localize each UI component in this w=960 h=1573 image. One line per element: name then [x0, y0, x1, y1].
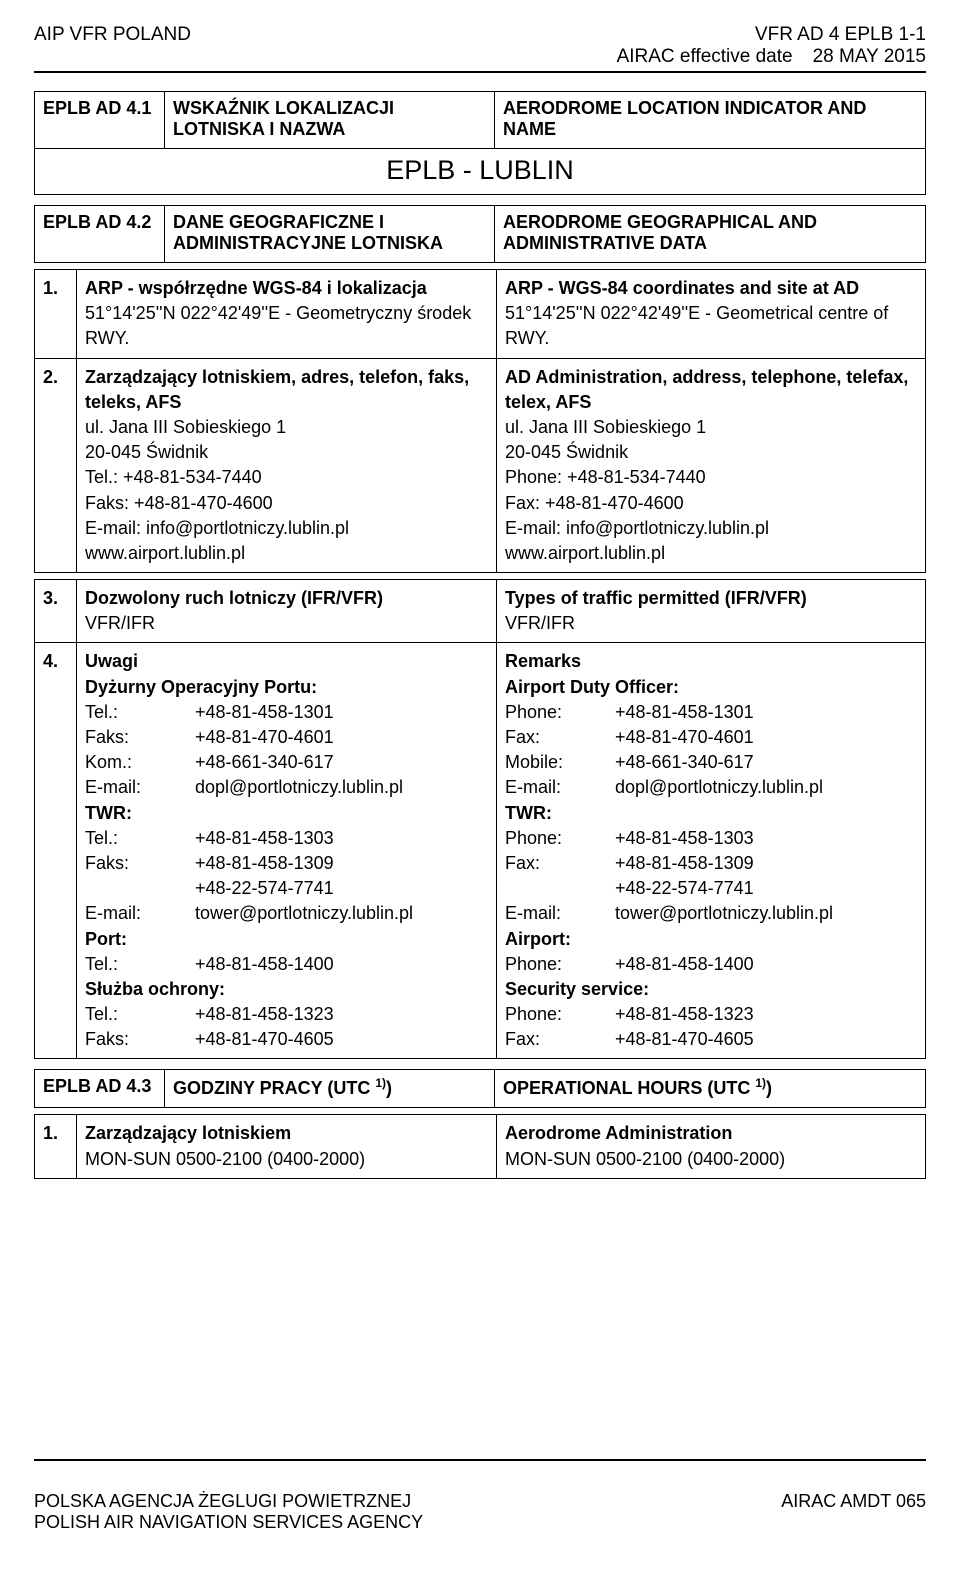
row3-pl: Dozwolony ruch lotniczy (IFR/VFR) VFR/IF…: [77, 580, 497, 643]
row2-en: AD Administration, address, telephone, t…: [497, 358, 926, 573]
page: AIP VFR POLAND VFR AD 4 EPLB 1-1 AIRAC e…: [0, 0, 960, 1573]
sec41-title: EPLB - LUBLIN: [35, 149, 926, 195]
row4-en: Remarks Airport Duty Officer: Phone:+48-…: [497, 643, 926, 1059]
sec41-pl: WSKAŹNIK LOKALIZACJI LOTNISKA I NAZWA: [165, 92, 495, 149]
airac-label: AIRAC effective date: [617, 46, 793, 68]
row-2: 2. Zarządzający lotniskiem, adres, telef…: [35, 358, 926, 573]
row1-num: 1.: [35, 270, 77, 359]
row1-en: ARP - WGS-84 coordinates and site at AD …: [497, 270, 926, 359]
header-right-1: VFR AD 4 EPLB 1-1: [617, 24, 926, 46]
page-footer: POLSKA AGENCJA ŻEGLUGI POWIETRZNEJ POLIS…: [34, 1491, 926, 1533]
row3-num: 3.: [35, 580, 77, 643]
footer-rule: [34, 1459, 926, 1461]
footer-left: POLSKA AGENCJA ŻEGLUGI POWIETRZNEJ POLIS…: [34, 1491, 423, 1533]
sec43-pl: GODZINY PRACY (UTC 1)): [165, 1070, 495, 1108]
row43-1-pl: Zarządzający lotniskiem MON-SUN 0500-210…: [77, 1115, 497, 1178]
header-right: VFR AD 4 EPLB 1-1 AIRAC effective date 2…: [617, 24, 926, 68]
airac-date: 28 MAY 2015: [813, 46, 926, 68]
footer-left-2: POLISH AIR NAVIGATION SERVICES AGENCY: [34, 1512, 423, 1533]
sec42-pl: DANE GEOGRAFICZNE I ADMINISTRACYJNE LOTN…: [165, 206, 495, 263]
row-1: 1. ARP - współrzędne WGS-84 i lokalizacj…: [35, 270, 926, 359]
sec41-code: EPLB AD 4.1: [35, 92, 165, 149]
footer-right: AIRAC AMDT 065: [781, 1491, 926, 1533]
row1-pl: ARP - współrzędne WGS-84 i lokalizacja 5…: [77, 270, 497, 359]
section-4-2-header: EPLB AD 4.2 DANE GEOGRAFICZNE I ADMINIST…: [34, 205, 926, 263]
header-rule: [34, 71, 926, 73]
row2-pl: Zarządzający lotniskiem, adres, telefon,…: [77, 358, 497, 573]
sec41-en: AERODROME LOCATION INDICATOR AND NAME: [495, 92, 926, 149]
section-4-1-table: EPLB AD 4.1 WSKAŹNIK LOKALIZACJI LOTNISK…: [34, 91, 926, 195]
section-4-3-header: EPLB AD 4.3 GODZINY PRACY (UTC 1)) OPERA…: [34, 1069, 926, 1108]
header-left: AIP VFR POLAND: [34, 24, 191, 68]
sec42-en: AERODROME GEOGRAPHICAL AND ADMINISTRATIV…: [495, 206, 926, 263]
page-header: AIP VFR POLAND VFR AD 4 EPLB 1-1 AIRAC e…: [34, 24, 926, 68]
row43-1-num: 1.: [35, 1115, 77, 1178]
sec43-rows: 1. Zarządzający lotniskiem MON-SUN 0500-…: [34, 1114, 926, 1178]
row2-num: 2.: [35, 358, 77, 573]
row43-1: 1. Zarządzający lotniskiem MON-SUN 0500-…: [35, 1115, 926, 1178]
sec42-code: EPLB AD 4.2: [35, 206, 165, 263]
sec42-rows-1-2: 1. ARP - współrzędne WGS-84 i lokalizacj…: [34, 269, 926, 573]
row3-en: Types of traffic permitted (IFR/VFR) VFR…: [497, 580, 926, 643]
footer-left-1: POLSKA AGENCJA ŻEGLUGI POWIETRZNEJ: [34, 1491, 423, 1512]
row-4: 4. Uwagi Dyżurny Operacyjny Portu: Tel.:…: [35, 643, 926, 1059]
row4-pl: Uwagi Dyżurny Operacyjny Portu: Tel.:+48…: [77, 643, 497, 1059]
sec43-en: OPERATIONAL HOURS (UTC 1)): [495, 1070, 926, 1108]
sec42-rows-3-4: 3. Dozwolony ruch lotniczy (IFR/VFR) VFR…: [34, 579, 926, 1059]
header-right-2: AIRAC effective date 28 MAY 2015: [617, 46, 926, 68]
row43-1-en: Aerodrome Administration MON-SUN 0500-21…: [497, 1115, 926, 1178]
row-3: 3. Dozwolony ruch lotniczy (IFR/VFR) VFR…: [35, 580, 926, 643]
sec43-code: EPLB AD 4.3: [35, 1070, 165, 1108]
row4-num: 4.: [35, 643, 77, 1059]
